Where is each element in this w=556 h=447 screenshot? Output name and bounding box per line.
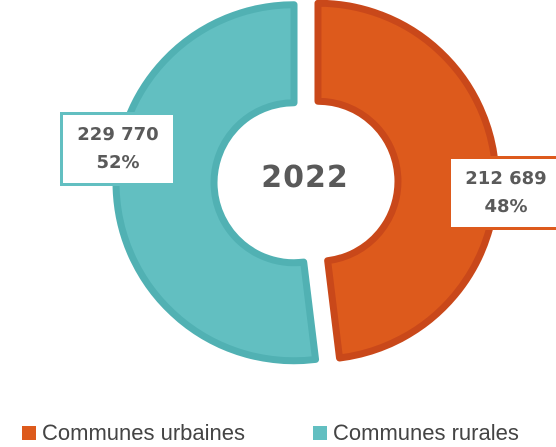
legend-swatch-communes-urbaines [22, 426, 36, 440]
legend: Communes urbaines Communes rurales [0, 420, 556, 447]
data-label-communes-rurales: 229 770 52% [60, 112, 176, 186]
value-label-communes-urbaines: 212 689 [465, 168, 547, 189]
percent-label-communes-rurales: 52% [96, 152, 140, 173]
slice-communes-urbaines [314, 0, 500, 362]
legend-swatch-communes-rurales [313, 426, 327, 440]
legend-item-communes-rurales: Communes rurales [313, 420, 519, 446]
slice-communes-rurales [112, 1, 320, 365]
value-label-communes-rurales: 229 770 [77, 124, 159, 145]
percent-label-communes-urbaines: 48% [484, 196, 528, 217]
legend-item-communes-urbaines: Communes urbaines [22, 420, 245, 446]
data-label-communes-urbaines: 212 689 48% [448, 156, 556, 230]
legend-label-communes-urbaines: Communes urbaines [42, 420, 245, 445]
center-year-label: 2022 [261, 160, 349, 195]
legend-label-communes-rurales: Communes rurales [333, 420, 519, 445]
